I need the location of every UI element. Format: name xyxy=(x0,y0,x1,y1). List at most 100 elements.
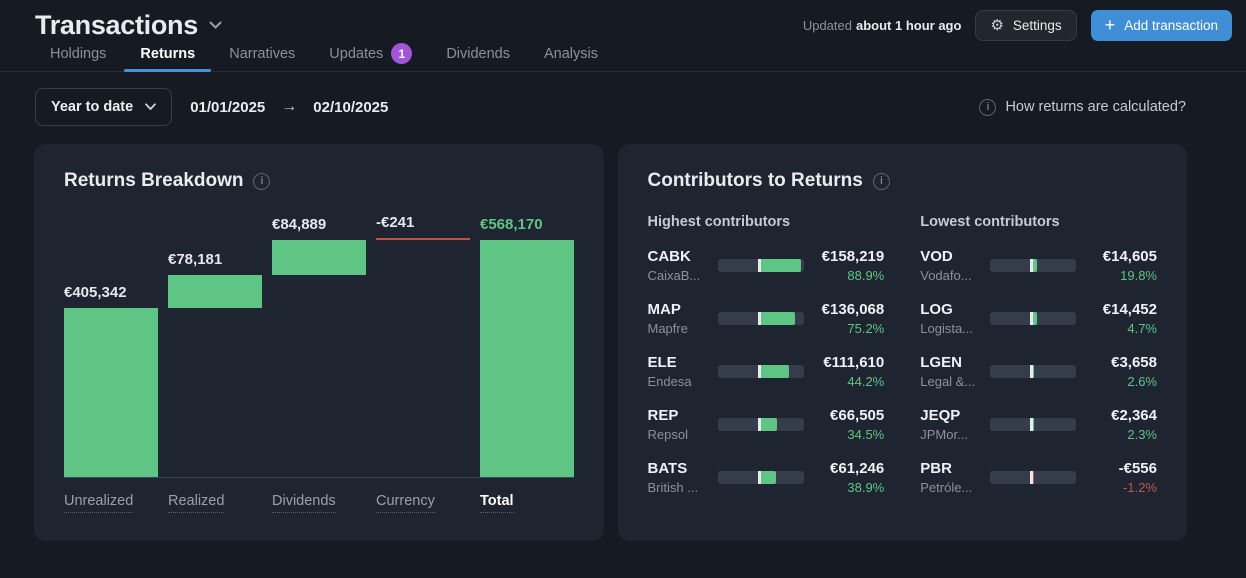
contributor-row-pbr[interactable]: PBR Petróle... -€556 -1.2% xyxy=(920,460,1157,495)
category-label-total[interactable]: Total xyxy=(480,493,514,513)
tab-label: Updates xyxy=(329,46,383,62)
start-date[interactable]: 01/01/2025 xyxy=(190,99,265,116)
asset-name: Petróle... xyxy=(920,480,982,495)
page-title: Transactions xyxy=(35,10,198,41)
chevron-down-icon xyxy=(209,21,222,30)
updated-text: Updatedabout 1 hour ago xyxy=(803,18,962,33)
asset-cell: VOD Vodafo... xyxy=(920,248,982,283)
percent: 2.6% xyxy=(1084,374,1157,389)
tab-label: Returns xyxy=(140,46,195,62)
asset-name: JPMor... xyxy=(920,427,982,442)
contributor-row-log[interactable]: LOG Logista... €14,452 4.7% xyxy=(920,301,1157,336)
highest-contributors-header: Highest contributors xyxy=(648,214,885,230)
date-range-label: Year to date xyxy=(51,99,133,115)
contributor-row-jeqp[interactable]: JEQP JPMor... €2,364 2.3% xyxy=(920,407,1157,442)
highest-contributors-column: Highest contributors CABK CaixaB... €158… xyxy=(648,214,885,495)
contribution-bar xyxy=(990,312,1076,325)
add-transaction-button[interactable]: + Add transaction xyxy=(1091,10,1232,41)
ticker: VOD xyxy=(920,248,982,265)
asset-name: Legal &... xyxy=(920,374,982,389)
tab-analysis[interactable]: Analysis xyxy=(544,50,598,71)
category-label-dividends[interactable]: Dividends xyxy=(272,493,336,513)
value-cell: €2,364 2.3% xyxy=(1084,407,1157,442)
tab-label: Dividends xyxy=(446,46,510,62)
value-cell: €14,605 19.8% xyxy=(1084,248,1157,283)
end-date[interactable]: 02/10/2025 xyxy=(313,99,388,116)
topbar: Transactions Updatedabout 1 hour ago ⚙ S… xyxy=(0,0,1246,42)
value-cell: €14,452 4.7% xyxy=(1084,301,1157,336)
asset-cell: ELE Endesa xyxy=(648,354,710,389)
bar-fill xyxy=(761,418,778,431)
date-range-select[interactable]: Year to date xyxy=(35,88,172,126)
contributors-panel: Contributors to Returns i Highest contri… xyxy=(618,144,1188,541)
asset-cell: JEQP JPMor... xyxy=(920,407,982,442)
tab-returns[interactable]: Returns xyxy=(140,50,195,71)
bar-fill xyxy=(761,365,790,378)
tab-updates[interactable]: Updates 1 xyxy=(329,50,412,71)
percent: 2.3% xyxy=(1084,427,1157,442)
value-cell: €158,219 88.9% xyxy=(812,248,885,283)
amount: -€556 xyxy=(1084,460,1157,477)
contributors-title: Contributors to Returns xyxy=(648,170,863,192)
amount: €66,505 xyxy=(812,407,885,424)
amount: €158,219 xyxy=(812,248,885,265)
amount: €14,452 xyxy=(1084,301,1157,318)
bar-currency xyxy=(376,238,470,240)
category-label-realized[interactable]: Realized xyxy=(168,493,224,513)
contributor-row-lgen[interactable]: LGEN Legal &... €3,658 2.6% xyxy=(920,354,1157,389)
category-label-unrealized[interactable]: Unrealized xyxy=(64,493,133,513)
value-cell: €66,505 34.5% xyxy=(812,407,885,442)
bar-fill xyxy=(1033,418,1034,431)
bar-value-label: €78,181 xyxy=(168,251,222,268)
ticker: ELE xyxy=(648,354,710,371)
asset-cell: LOG Logista... xyxy=(920,301,982,336)
tab-label: Holdings xyxy=(50,46,106,62)
bar-value-label: €84,889 xyxy=(272,216,326,233)
bar-fill xyxy=(761,471,777,484)
asset-name: Vodafo... xyxy=(920,268,982,283)
tab-narratives[interactable]: Narratives xyxy=(229,50,295,71)
contributor-row-vod[interactable]: VOD Vodafo... €14,605 19.8% xyxy=(920,248,1157,283)
chevron-down-icon xyxy=(145,103,156,111)
contribution-bar xyxy=(990,365,1076,378)
asset-cell: REP Repsol xyxy=(648,407,710,442)
value-cell: €136,068 75.2% xyxy=(812,301,885,336)
returns-help-link[interactable]: i How returns are calculated? xyxy=(979,99,1186,116)
contributors-columns: Highest contributors CABK CaixaB... €158… xyxy=(648,214,1158,495)
bar-total xyxy=(480,240,574,477)
panel-head: Returns Breakdown i xyxy=(64,170,574,192)
contributor-row-cabk[interactable]: CABK CaixaB... €158,219 88.9% xyxy=(648,248,885,283)
page-title-dropdown[interactable]: Transactions xyxy=(35,10,222,41)
ticker: LOG xyxy=(920,301,982,318)
contributor-row-ele[interactable]: ELE Endesa €111,610 44.2% xyxy=(648,354,885,389)
bar-fill xyxy=(761,312,796,325)
asset-cell: CABK CaixaB... xyxy=(648,248,710,283)
contribution-bar xyxy=(718,418,804,431)
amount: €61,246 xyxy=(812,460,885,477)
category-label-currency[interactable]: Currency xyxy=(376,493,435,513)
contributor-row-map[interactable]: MAP Mapfre €136,068 75.2% xyxy=(648,301,885,336)
ticker: BATS xyxy=(648,460,710,477)
info-icon[interactable]: i xyxy=(253,173,270,190)
contribution-bar xyxy=(990,259,1076,272)
info-icon[interactable]: i xyxy=(873,173,890,190)
ticker: JEQP xyxy=(920,407,982,424)
contributor-row-bats[interactable]: BATS British ... €61,246 38.9% xyxy=(648,460,885,495)
info-icon: i xyxy=(979,99,996,116)
tab-dividends[interactable]: Dividends xyxy=(446,50,510,71)
filter-row: Year to date 01/01/2025 → 02/10/2025 i H… xyxy=(35,88,1186,126)
arrow-right-icon: → xyxy=(281,98,297,116)
bar-fill xyxy=(1033,365,1034,378)
contribution-bar xyxy=(718,365,804,378)
ticker: MAP xyxy=(648,301,710,318)
bar-fill xyxy=(1033,259,1037,272)
panel-head: Contributors to Returns i xyxy=(648,170,1158,192)
settings-button[interactable]: ⚙ Settings xyxy=(975,10,1076,41)
ticker: LGEN xyxy=(920,354,982,371)
tab-bar: Holdings Returns Narratives Updates 1 Di… xyxy=(0,50,1246,72)
contributor-row-rep[interactable]: REP Repsol €66,505 34.5% xyxy=(648,407,885,442)
tab-holdings[interactable]: Holdings xyxy=(50,50,106,71)
asset-name: Logista... xyxy=(920,321,982,336)
amount: €14,605 xyxy=(1084,248,1157,265)
amount: €2,364 xyxy=(1084,407,1157,424)
